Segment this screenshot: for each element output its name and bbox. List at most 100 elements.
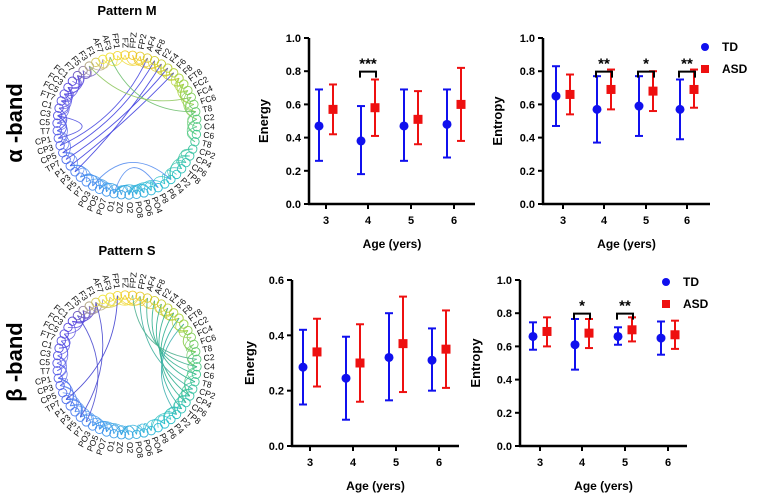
connection-line <box>124 54 141 65</box>
electrode-node <box>72 70 83 81</box>
y-tick-label: 0.2 <box>497 408 512 420</box>
electrode-node <box>112 51 123 61</box>
connection-line <box>86 178 115 194</box>
connection-line <box>70 164 88 182</box>
electrode-label: FP2 <box>136 33 149 50</box>
connection-line <box>57 333 70 357</box>
electrode-label: O2 <box>125 202 135 214</box>
electrode-node <box>127 50 138 60</box>
electrode-label: PO8 <box>133 200 145 218</box>
electrode-label: OZ <box>114 201 125 214</box>
point-td <box>592 104 602 114</box>
connection-line <box>128 183 152 196</box>
x-tick-label: 6 <box>451 215 457 227</box>
electrode-node <box>105 292 115 302</box>
x-axis-label: Age (yers) <box>346 479 405 493</box>
connection-line <box>182 330 196 353</box>
connection-line <box>170 72 184 87</box>
electrode-node <box>116 190 127 200</box>
chart-alpha-entropy: 0.0 0.2 0.4 0.6 0.8 1.0 3 4 5 6 Age (yers) Entropy *… <box>490 33 748 251</box>
connection-line <box>175 77 188 92</box>
electrode-node <box>191 107 201 117</box>
connection-line <box>186 118 197 143</box>
point-td <box>384 352 394 362</box>
legend-asd-label: ASD <box>722 62 748 76</box>
connection-line <box>77 59 104 78</box>
electrode-node <box>131 189 142 199</box>
y-tick-label: 0.0 <box>520 199 535 211</box>
electrode-label: FT7 <box>39 328 57 343</box>
connection-line <box>117 295 133 305</box>
point-asd <box>398 339 408 349</box>
connection-line <box>57 100 69 117</box>
electrode-node <box>120 290 130 300</box>
connection-line <box>77 315 99 423</box>
electrode-label: C3 <box>39 348 51 359</box>
connection-line <box>99 423 130 436</box>
electrode-node <box>72 310 83 321</box>
y-axis-label: Entropy <box>490 96 505 146</box>
connection-line <box>61 87 74 102</box>
electrode-label: FT7 <box>39 88 57 103</box>
electrode-label: FP1 <box>110 272 122 289</box>
electrode-node <box>192 354 202 364</box>
connection-line <box>82 65 93 76</box>
x-axis-label: Age (yers) <box>597 237 656 251</box>
chart-alpha-energy: 0.0 0.2 0.4 0.6 0.8 1.0 3 4 5 6 Age (yers) Energy **… <box>256 33 475 251</box>
electrode-node <box>192 114 202 124</box>
y-axis-label: Entropy <box>468 338 483 388</box>
connection-line <box>186 126 198 143</box>
electrode-node <box>67 316 78 326</box>
electrode-label: AF4 <box>144 35 158 53</box>
y-tick-label: 0.4 <box>286 133 302 145</box>
connection-line <box>56 93 70 124</box>
y-tick-label: 0.6 <box>520 99 535 111</box>
legend-td-label: TD <box>722 40 738 54</box>
y-tick-label: 0.6 <box>497 341 512 353</box>
connection-line <box>186 344 198 368</box>
electrode-label: PO6 <box>142 198 156 217</box>
electrode-label: FPZ <box>127 272 138 289</box>
electrode-node <box>186 332 196 342</box>
point-td <box>442 119 452 129</box>
electrode-node <box>70 167 80 177</box>
connection-line <box>62 152 75 167</box>
y-tick-label: 0.6 <box>269 275 284 287</box>
connection-line <box>62 60 155 154</box>
connection-line <box>80 173 94 187</box>
connection-line <box>92 420 115 434</box>
significance-label: ** <box>681 56 693 73</box>
connection-line <box>113 167 159 194</box>
electrode-label: P8 <box>157 431 171 445</box>
electrode-node <box>63 322 73 333</box>
electrode-node <box>131 429 142 439</box>
connection-line <box>80 413 94 427</box>
electrode-label: P8 <box>157 191 171 205</box>
electrode-label: C2 <box>203 352 215 363</box>
y-tick-label: 0.8 <box>286 66 301 78</box>
electrode-node <box>166 414 176 425</box>
connection-line <box>67 310 85 329</box>
electrode-node <box>52 110 63 121</box>
electrode-label: T8 <box>201 378 213 390</box>
y-tick-label: 0.0 <box>269 441 284 453</box>
electrode-node <box>52 126 62 136</box>
connection-line <box>79 302 104 418</box>
electrode-node <box>109 429 119 439</box>
point-asd <box>328 104 338 114</box>
connection-line <box>82 299 104 314</box>
point-asd <box>584 328 594 338</box>
y-tick-label: 0.2 <box>269 386 284 398</box>
electrode-node <box>52 118 62 128</box>
connection-line <box>143 419 165 433</box>
electrode-node <box>53 133 63 143</box>
electrode-node <box>67 76 78 86</box>
x-tick-label: 3 <box>560 215 566 227</box>
x-axis-label: Age (yers) <box>363 237 422 251</box>
legend-td-label: TD <box>683 275 699 289</box>
connection-line <box>77 302 97 318</box>
electrode-node <box>163 63 173 73</box>
point-asd <box>670 330 680 340</box>
electrode-label: PO6 <box>142 438 156 457</box>
